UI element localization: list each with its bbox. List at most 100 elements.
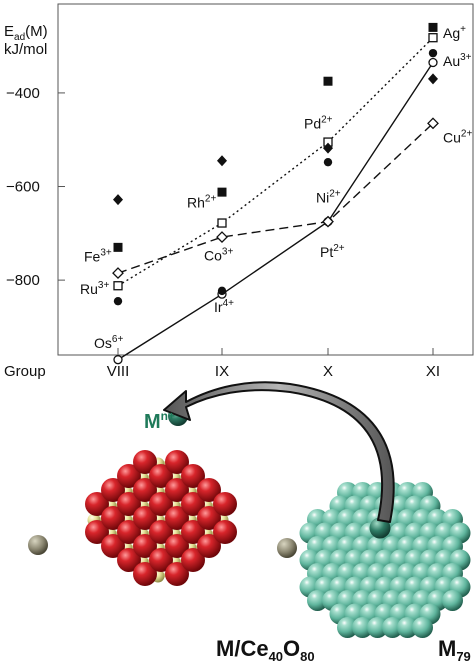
y-axis-label: Ead(M) — [4, 23, 48, 43]
y-tick-label: −400 — [6, 85, 40, 102]
leaving-metal-atom — [369, 517, 391, 539]
metal-cluster-model — [299, 482, 471, 638]
edge-atom — [28, 535, 48, 555]
marker-open-square — [428, 33, 438, 43]
oxygen-atom — [117, 520, 141, 544]
x-axis-label: Group — [4, 363, 46, 380]
plot-frame — [57, 3, 474, 356]
oxygen-atom — [117, 492, 141, 516]
oxygen-atom — [85, 492, 109, 516]
marker-open-diamond — [112, 267, 124, 280]
transfer-arrow — [163, 381, 395, 523]
oxygen-atom — [181, 520, 205, 544]
oxygen-atom — [117, 548, 141, 572]
cluster-atom — [382, 617, 403, 638]
annotation-ir: Ir4+ — [214, 298, 234, 315]
cluster-atom — [442, 590, 463, 611]
oxygen-atom — [165, 450, 189, 474]
y-axis-ticks: −400 −600 −800 — [6, 85, 65, 289]
oxygen-atom — [149, 548, 173, 572]
marker-filled-diamond — [428, 73, 438, 85]
oxygen-atom — [213, 492, 237, 516]
series-line-dashed — [117, 122, 434, 274]
oxygen-atom — [149, 464, 173, 488]
edge-atom — [277, 538, 297, 558]
oxygen-atom — [165, 478, 189, 502]
marker-open-square — [217, 218, 227, 228]
oxygen-atom — [133, 450, 157, 474]
cluster-illustration: Mn+ M/Ce40O80 M79 — [28, 381, 471, 662]
series-markers — [112, 22, 439, 365]
oxygen-atom — [85, 520, 109, 544]
support-label: M/Ce40O80 — [216, 636, 315, 662]
marker-filled-square — [217, 187, 227, 197]
cluster-atom — [367, 617, 388, 638]
ceria-supported-metal-model — [28, 406, 297, 586]
marker-filled-circle — [113, 296, 123, 306]
marker-open-circle — [113, 355, 123, 365]
marker-filled-diamond — [113, 194, 123, 206]
oxygen-atom — [165, 506, 189, 530]
y-tick-label: −800 — [6, 272, 40, 289]
element-annotations: Ag+ Au3+ Cu2+ Pd2+ Ni2+ Pt2+ Rh2+ Co3+ Ir4+ Fe3+ R… — [80, 24, 472, 351]
oxygen-atom — [181, 548, 205, 572]
marker-open-diamond — [216, 231, 228, 243]
marker-open-diamond — [322, 215, 334, 228]
oxygen-atom — [197, 534, 221, 558]
annotation-co: Co3+ — [204, 246, 233, 263]
annotation-ni: Ni2+ — [316, 189, 341, 206]
oxygen-atom — [133, 534, 157, 558]
marker-filled-diamond — [217, 155, 227, 167]
marker-filled-circle — [323, 157, 333, 167]
marker-open-circle — [428, 57, 438, 68]
marker-filled-circle — [217, 286, 227, 296]
oxygen-atom — [101, 534, 125, 558]
oxygen-atom — [149, 492, 173, 516]
annotation-os: Os6+ — [94, 334, 123, 351]
cluster-label: M79 — [438, 636, 471, 662]
x-axis-ticks: VIII IX X XI — [107, 348, 440, 380]
series-line-solid — [117, 62, 434, 361]
marker-filled-diamond — [323, 142, 333, 154]
oxygen-atom — [133, 478, 157, 502]
adsorption-energy-chart: −400 −600 −800 VIII IX X XI Ag+ Au3+ Cu2+ Pd2+ Ni… — [4, 3, 474, 380]
cluster-atom — [397, 617, 418, 638]
annotation-ru: Ru3+ — [80, 280, 109, 297]
cluster-atom — [412, 617, 433, 638]
cluster-atom — [352, 617, 373, 638]
oxygen-atom — [165, 562, 189, 586]
marker-filled-square — [113, 242, 123, 252]
y-tick-label: −600 — [6, 179, 40, 196]
oxygen-atom — [213, 520, 237, 544]
marker-filled-square — [323, 76, 333, 86]
oxygen-atom — [149, 520, 173, 544]
annotation-pt: Pt2+ — [320, 243, 345, 260]
oxygen-atom — [181, 464, 205, 488]
marker-open-square — [113, 281, 123, 291]
x-tick-label: XI — [426, 363, 440, 380]
annotation-ag: Ag+ — [443, 24, 466, 41]
oxygen-atom — [197, 478, 221, 502]
oxygen-atom — [117, 464, 141, 488]
cluster-atom — [307, 590, 328, 611]
marker-filled-circle — [428, 48, 438, 58]
annotation-au: Au3+ — [443, 52, 472, 69]
oxygen-atom — [101, 478, 125, 502]
oxygen-atom — [165, 534, 189, 558]
y-axis-unit: kJ/mol — [4, 41, 47, 58]
oxygen-atom — [133, 562, 157, 586]
x-tick-label: X — [323, 363, 333, 380]
oxygen-atom — [197, 506, 221, 530]
marker-open-diamond — [427, 117, 439, 130]
ion-label: Mn+ — [144, 409, 175, 433]
annotation-cu: Cu2+ — [443, 128, 472, 145]
oxygen-atom — [181, 492, 205, 516]
oxygen-atom — [133, 506, 157, 530]
x-tick-label: IX — [215, 363, 229, 380]
series-lines — [117, 37, 434, 361]
annotation-rh: Rh2+ — [187, 194, 216, 211]
annotation-pd: Pd2+ — [304, 114, 333, 131]
cluster-atom — [337, 617, 358, 638]
series-line-dotted — [117, 37, 434, 287]
